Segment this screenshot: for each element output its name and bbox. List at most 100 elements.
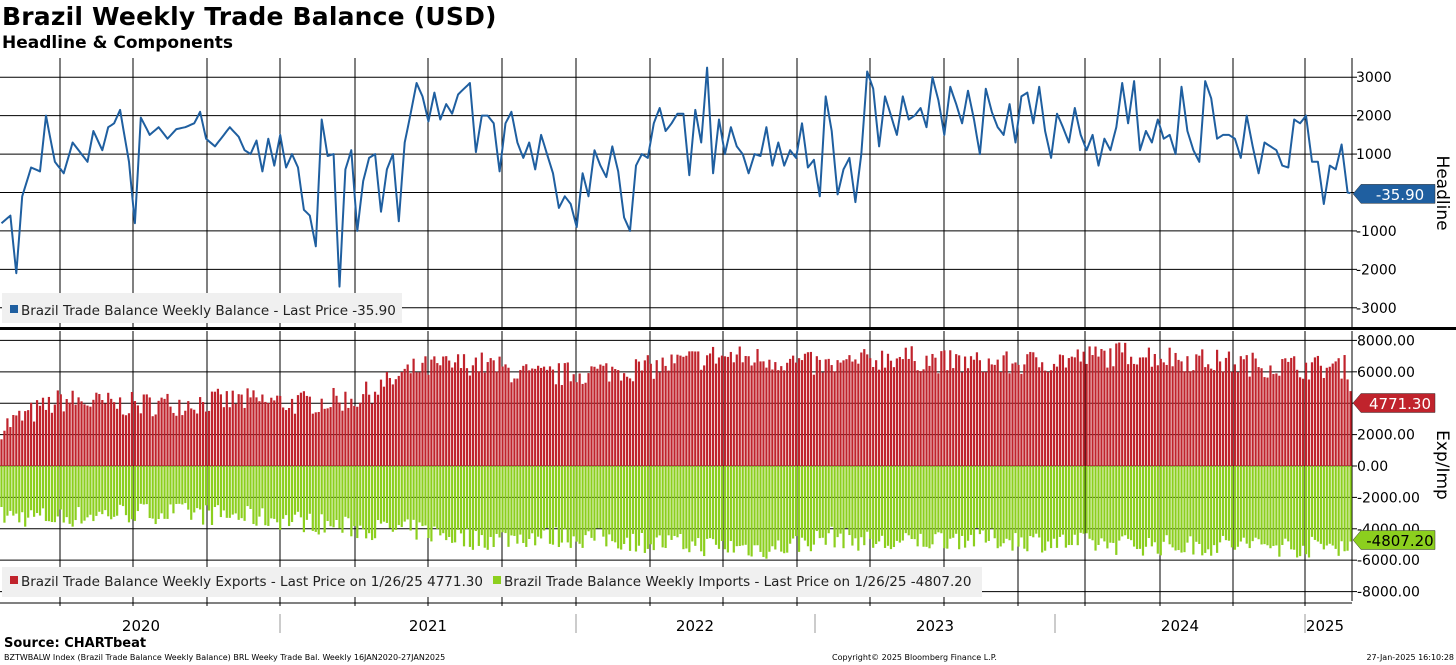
export-bar: [1260, 368, 1263, 466]
import-bar: [397, 466, 400, 526]
headline-legend-label: Brazil Trade Balance Weekly Balance - La…: [21, 303, 396, 319]
headline-tick-label: -1000: [1356, 224, 1397, 240]
import-bar: [1218, 466, 1222, 543]
export-bar: [1127, 364, 1130, 466]
year-label: 2024: [1161, 617, 1199, 635]
export-bar: [489, 358, 492, 466]
import-bar: [451, 466, 454, 543]
import-bar: [955, 466, 958, 534]
import-bar: [196, 466, 199, 509]
export-bar: [545, 369, 549, 466]
export-bar: [418, 372, 421, 466]
export-bar: [148, 397, 151, 466]
export-bar: [658, 372, 661, 466]
export-bar: [691, 351, 694, 466]
import-bar: [528, 466, 531, 540]
import-bar: [542, 466, 546, 531]
import-bar: [193, 466, 196, 513]
import-bar: [872, 466, 875, 548]
import-bar: [406, 466, 409, 520]
export-bar: [516, 378, 519, 466]
import-bar: [842, 466, 845, 549]
export-bar: [907, 358, 910, 466]
import-bar: [104, 466, 107, 511]
exports-last-price-tag: 4771.30: [1369, 395, 1431, 413]
import-bar: [726, 466, 729, 553]
import-bar: [89, 466, 92, 515]
import-bar: [1307, 466, 1311, 558]
import-bar: [341, 466, 344, 533]
import-bar: [1073, 466, 1076, 535]
import-bar: [519, 466, 522, 535]
headline-legend-box: [2, 293, 402, 323]
export-bar: [640, 370, 644, 466]
export-bar: [1141, 357, 1145, 466]
export-bar: [44, 409, 48, 466]
import-bar: [999, 466, 1002, 547]
import-bar: [1135, 466, 1139, 550]
export-bar: [359, 402, 362, 466]
export-bar: [1248, 376, 1251, 466]
import-bar: [599, 466, 602, 529]
import-bar: [1227, 466, 1231, 541]
export-bar: [199, 397, 202, 466]
import-bar: [969, 466, 973, 535]
import-bar: [794, 466, 798, 537]
export-bar: [913, 361, 916, 466]
import-bar: [1020, 466, 1023, 538]
export-bar: [430, 359, 433, 466]
import-bar: [468, 466, 472, 547]
import-bar: [587, 466, 590, 532]
year-label: 2021: [409, 617, 447, 635]
import-bar: [273, 466, 276, 519]
export-bar: [1242, 359, 1245, 466]
export-bar: [768, 359, 771, 466]
import-bar: [1260, 466, 1263, 545]
imports-legend-label: Brazil Trade Balance Weekly Imports - La…: [504, 574, 971, 590]
export-bar: [305, 395, 308, 466]
import-bar: [83, 466, 86, 521]
export-bar: [249, 397, 252, 466]
import-bar: [110, 466, 113, 520]
export-bar: [821, 372, 824, 466]
import-bar: [1245, 466, 1248, 544]
import-bar: [210, 466, 214, 525]
import-bar: [703, 466, 706, 557]
export-bar: [1115, 343, 1118, 466]
export-bar: [759, 361, 762, 466]
headline-last-price-tag-bg: [1352, 184, 1436, 204]
import-bar: [593, 466, 596, 541]
export-bar: [1195, 354, 1198, 466]
export-bar: [323, 408, 326, 466]
export-bar: [1287, 361, 1290, 466]
export-bar: [1340, 378, 1343, 466]
import-bar: [1106, 466, 1109, 549]
import-bar: [1132, 466, 1136, 547]
import-bar: [204, 466, 208, 506]
export-bar: [898, 356, 901, 466]
export-bar: [341, 410, 344, 466]
import-bar: [184, 466, 187, 504]
import-bar: [130, 466, 134, 520]
import-bar: [501, 466, 504, 533]
export-bar: [539, 367, 543, 466]
import-bar: [1079, 466, 1082, 533]
headline-tick-label: 1000: [1356, 147, 1392, 163]
import-bar: [1275, 466, 1278, 546]
export-bar: [1201, 349, 1204, 466]
import-bar: [913, 466, 916, 540]
import-bar: [952, 466, 955, 538]
export-bar: [634, 359, 638, 466]
import-bar: [65, 466, 68, 518]
import-bar: [877, 466, 881, 542]
export-bar: [975, 352, 979, 466]
export-bar: [308, 396, 311, 466]
import-bar: [427, 466, 430, 538]
export-bar: [427, 374, 430, 466]
import-bar: [1058, 466, 1062, 537]
export-bar: [231, 390, 234, 466]
import-bar: [1150, 466, 1153, 547]
export-bar: [818, 359, 821, 466]
import-bar: [1153, 466, 1156, 543]
import-bar: [839, 466, 842, 534]
